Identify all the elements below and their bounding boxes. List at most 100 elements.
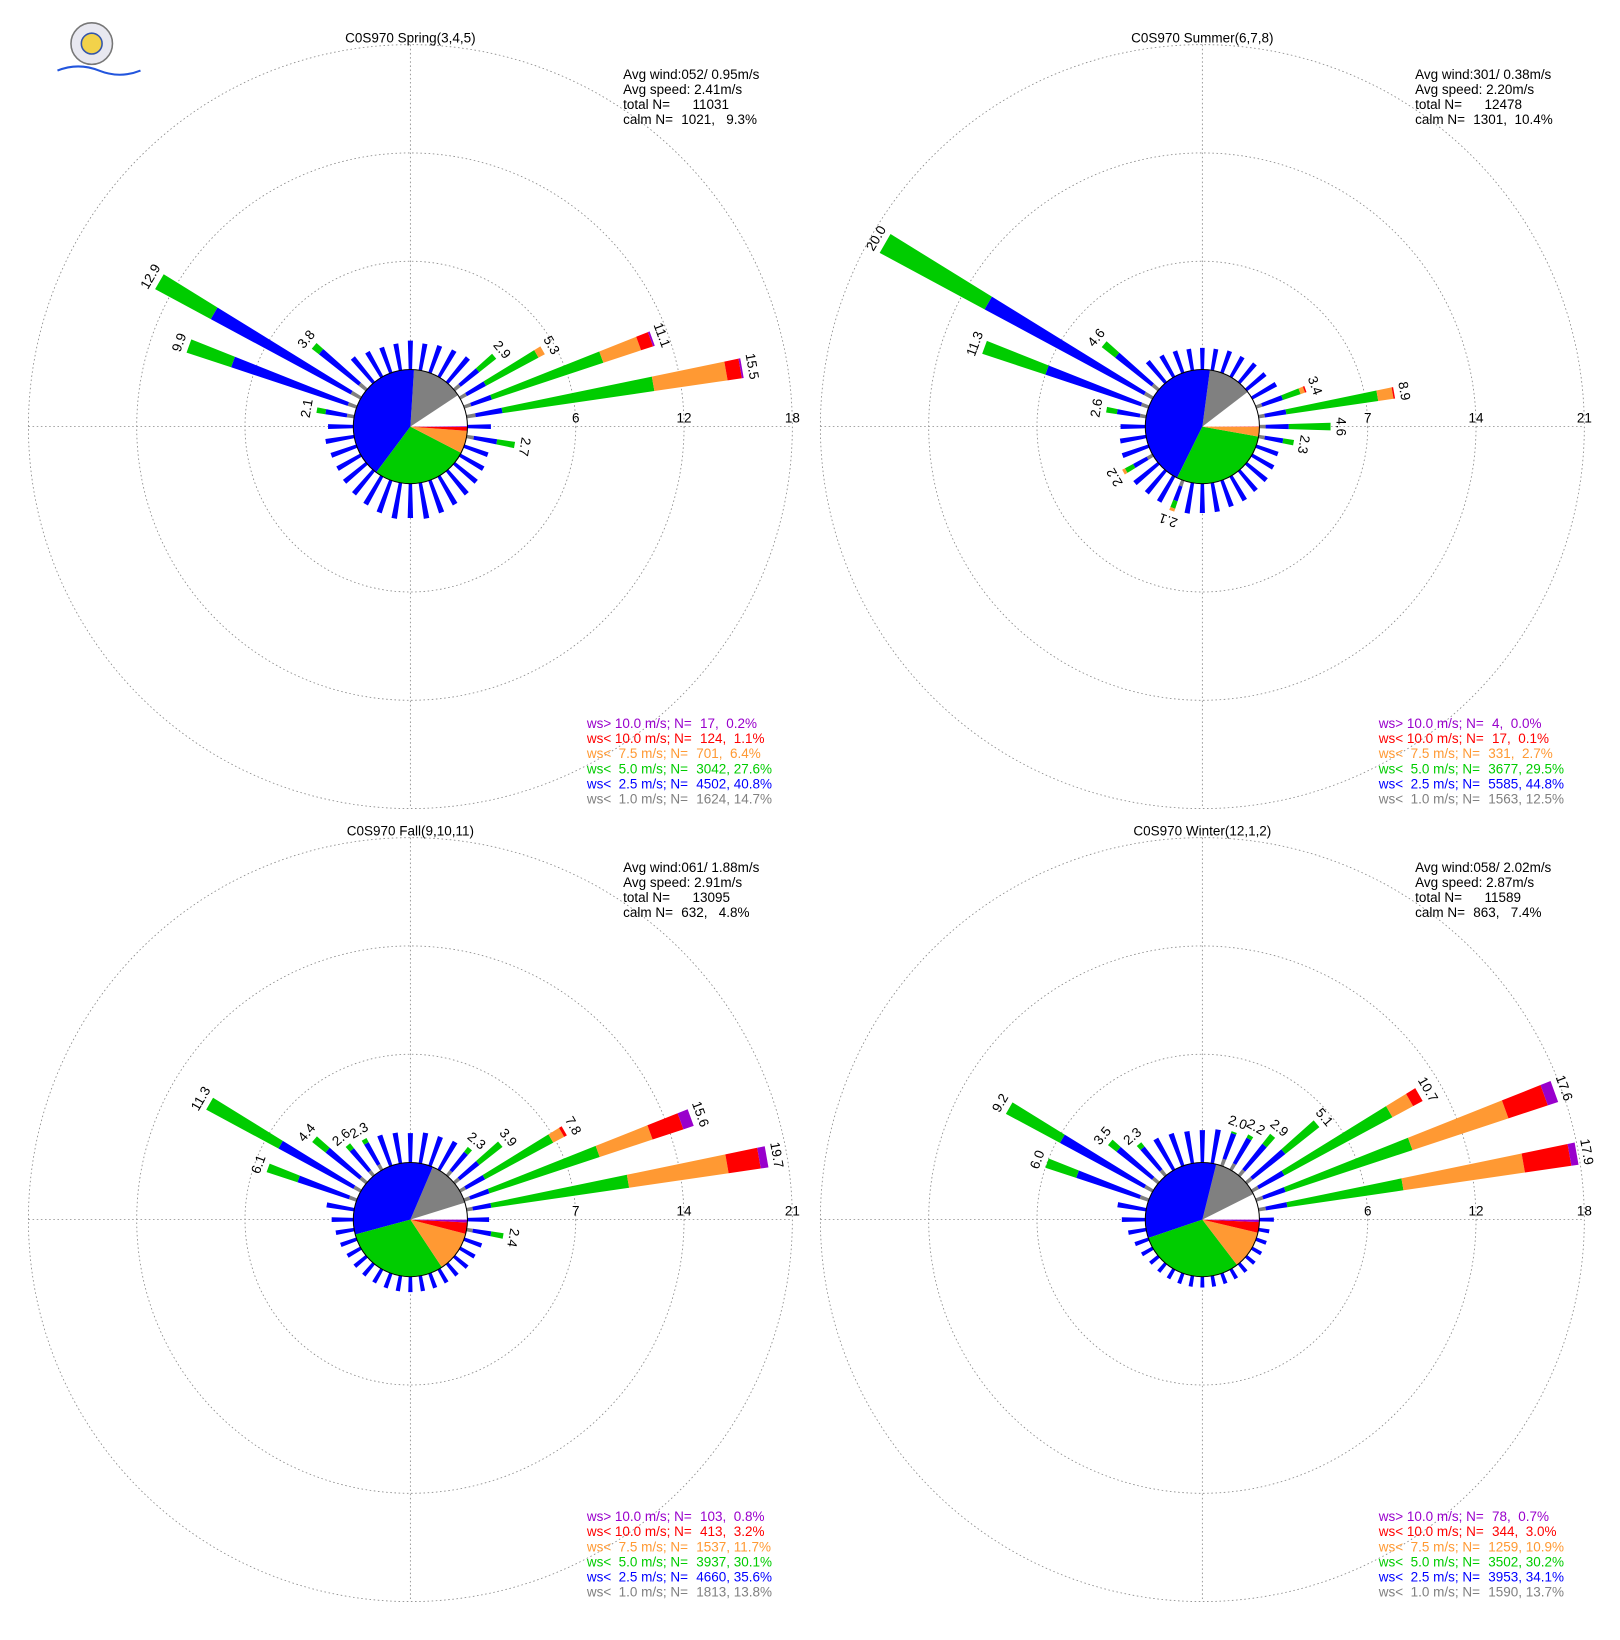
bar-segment [1210,482,1220,513]
legend-pct: , 30.1% [726,1554,772,1569]
bar-segment [1264,409,1287,418]
calm-label: calm N= [1415,112,1465,127]
ring-label: 18 [785,410,800,425]
spoke-label: 3.4 [1305,374,1326,397]
bar-segment [391,482,403,519]
bar-segment [599,336,642,363]
bar-segment [1244,1255,1256,1265]
bar-segment [1076,1170,1141,1199]
bar-segment [470,394,492,407]
legend-name: ws< 10.0 m/s; N= [586,731,692,746]
bar-segment [1045,365,1143,407]
bar-segment [445,1262,459,1277]
bar-segment [1264,435,1284,444]
bar-segment [558,1126,567,1137]
bar-segment [1133,456,1149,468]
grid-ring [27,44,793,809]
bar-segment [1229,475,1247,502]
bar-segment [475,407,503,418]
bar-segment [1120,424,1146,430]
bar-segment [595,1125,653,1158]
bar-segment [1285,390,1379,415]
legend-n: 124 [700,731,723,746]
bar-segment [1237,362,1257,384]
bar-segment [297,1175,351,1200]
legend-entry: ws< 5.0 m/s; N= 3937, 30.1% [586,1554,772,1569]
legend-n: 17 [700,716,715,731]
bar-segment [1139,413,1147,419]
bar-segment [1059,1134,1147,1189]
legend-name: ws> 10.0 m/s; N= [1378,716,1484,731]
calm-pct: , 4.8% [704,905,750,920]
spoke-label: 17.9 [1577,1138,1596,1166]
stat-line: Avg speed: 2.20m/s [1415,82,1534,97]
ring-label: 7 [572,1203,579,1218]
legend-pct: , 34.1% [1518,1569,1564,1584]
legend-n: 331 [1488,746,1511,761]
bar-segment [458,392,468,400]
legend-n: 1590 [1488,1584,1518,1599]
legend-pct: , 40.8% [726,776,772,791]
bar-segment [473,435,498,445]
legend-pct: , 0.1% [1507,731,1549,746]
legend-entry: ws< 2.5 m/s; N= 4502, 40.8% [586,776,772,791]
legend-pct: , 6.4% [719,746,761,761]
bar-segment [651,361,728,392]
pie-slice [1202,1164,1254,1220]
bar-segment [1220,1158,1227,1167]
bar-segment [472,1203,492,1211]
calm-label: calm N= [1415,905,1465,920]
stat-line: Avg wind:058/ 2.02m/s [1415,860,1551,875]
calm-pct: , 10.4% [1503,112,1552,127]
legend-name: ws< 2.5 m/s; N= [586,776,688,791]
bar-segment [482,1134,554,1180]
stat-line: total N= 11031 [623,97,729,112]
legend-name: ws< 1.0 m/s; N= [1378,791,1480,806]
legend-name: ws< 7.5 m/s; N= [586,1539,688,1554]
bar-segment [278,1140,356,1189]
bar-segment [1199,1130,1206,1163]
legend-entry: ws< 10.0 m/s; N= 17, 0.1% [1378,731,1549,746]
bar-segment [408,1276,413,1293]
bar-segment [1045,1158,1079,1178]
bar-segment [1220,479,1234,508]
bar-segment [466,413,476,419]
bar-segment [1107,1139,1121,1152]
bar-segment [483,350,539,386]
bar-segment [1408,1100,1509,1151]
bar-segment [1288,422,1331,431]
bar-segment [1255,1195,1264,1202]
bar-segment [1258,434,1265,440]
bar-segment [1521,1143,1572,1173]
bar-segment [463,444,489,458]
chart-title: C0S970 Winter(12,1,2) [1133,824,1271,839]
bar-segment [155,274,218,320]
bar-segment [1146,453,1154,460]
legend-n: 3502 [1488,1554,1518,1569]
bar-segment [1121,444,1150,459]
bar-segment [1237,1262,1248,1273]
bar-segment [325,434,355,445]
bar-segment [490,351,604,400]
bar-segment [467,1217,490,1222]
spoke-label: 6.0 [1027,1148,1048,1171]
legend-name: ws< 7.5 m/s; N= [1378,746,1480,761]
bar-segment [325,409,348,418]
stat-line: total N= 13095 [623,890,730,905]
legend-entry: ws< 2.5 m/s; N= 3953, 34.1% [1378,1569,1564,1584]
bar-segment [1262,1133,1276,1148]
stat-line: total N= 12478 [1415,97,1522,112]
bar-segment [407,340,413,370]
bar-segment [467,424,491,429]
bar-segment [379,346,393,374]
bar-segment [316,407,327,415]
bar-segment [464,1174,486,1190]
bar-segment [1391,387,1396,399]
bar-segment [1257,1170,1285,1190]
bar-segment [1302,386,1307,393]
bar-segment [1173,485,1183,502]
bar-segment [1255,444,1279,457]
bar-segment [1386,1093,1414,1118]
bar-segment [345,1143,354,1152]
